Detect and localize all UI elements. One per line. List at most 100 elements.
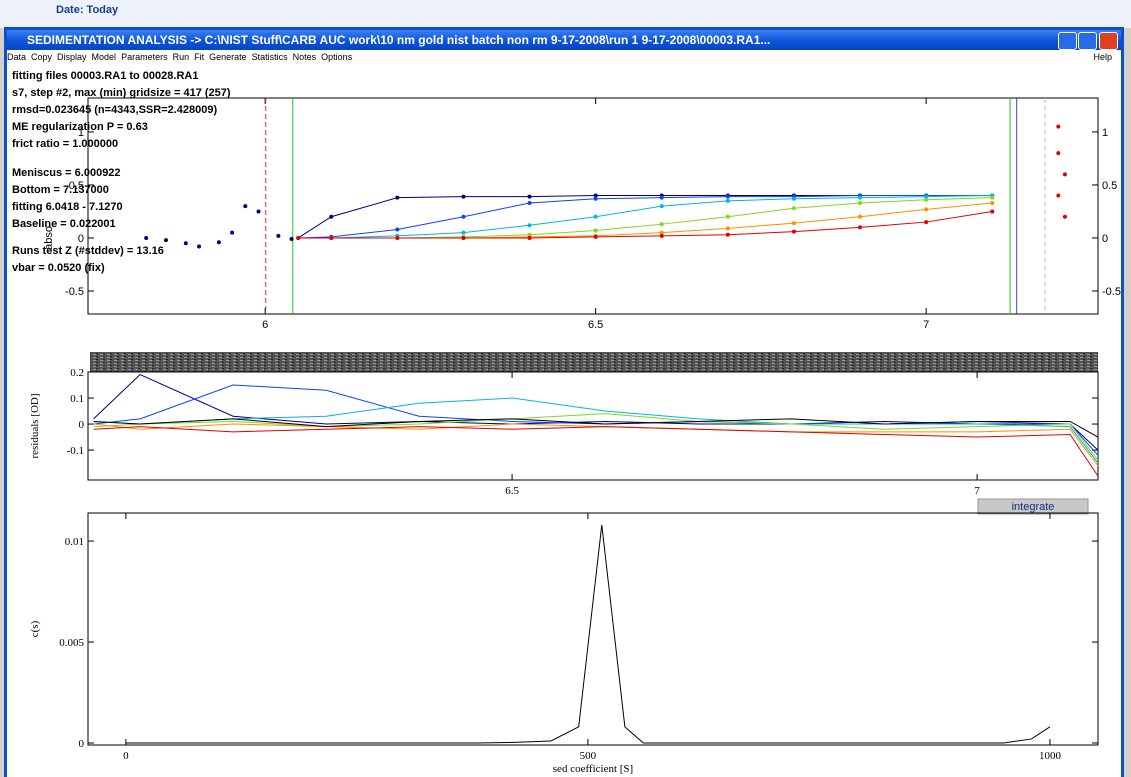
data-point (1056, 124, 1061, 129)
close-button[interactable] (1099, 32, 1118, 50)
menu-item[interactable]: Run (172, 52, 190, 62)
fit-annotation: frict ratio = 1.000000 (12, 138, 118, 150)
data-point (216, 240, 221, 245)
fit-annotation: s7, step #2, max (min) gridsize = 417 (2… (12, 87, 231, 99)
y-tick-label: 0.5 (1102, 180, 1117, 192)
integrate-label: integrate (1012, 501, 1055, 513)
data-point (144, 235, 149, 240)
minimize-button[interactable] (1058, 32, 1077, 50)
menu-item[interactable]: Notes (292, 52, 317, 62)
y-tick-label: 0.01 (65, 536, 84, 548)
app-window: SEDIMENTATION ANALYSIS -> C:\NIST Stuff\… (4, 27, 1124, 777)
data-line (93, 418, 1099, 438)
data-line (298, 195, 993, 239)
menu-item[interactable]: Options (321, 52, 353, 62)
data-point (243, 204, 248, 209)
title-bar: SEDIMENTATION ANALYSIS -> C:\NIST Stuff\… (7, 30, 1121, 50)
data-point (395, 227, 400, 232)
y-axis-label: abso (43, 226, 55, 250)
data-point (858, 195, 863, 200)
y-tick-label: -0.1 (67, 445, 84, 457)
data-point (289, 237, 294, 242)
plot-frame (87, 512, 1099, 746)
x-tick-label: 7 (923, 319, 929, 331)
fit-annotation: Runs test Z (#stddev) = 13.16 (12, 245, 164, 257)
y-tick-label: 0 (79, 419, 85, 431)
maximize-button[interactable] (1078, 32, 1097, 50)
data-point (858, 225, 863, 230)
integrate-button[interactable] (977, 498, 1089, 515)
data-point (527, 200, 532, 205)
data-point (858, 200, 863, 205)
fit-annotation: fitting 6.0418 - 7.1270 (12, 201, 123, 213)
menu-item[interactable]: Display (57, 52, 87, 62)
data-point (725, 194, 730, 199)
data-point (924, 207, 929, 212)
data-point (593, 228, 598, 233)
data-line (125, 524, 1051, 744)
data-point (659, 204, 664, 209)
data-point (990, 195, 995, 200)
x-axis-label: sed coefficient [S] (553, 763, 633, 775)
data-point (725, 226, 730, 231)
data-point (725, 232, 730, 237)
data-point (924, 220, 929, 225)
y-tick-label: 0 (78, 233, 84, 245)
x-tick-label: 6 (262, 319, 268, 331)
data-point (461, 214, 466, 219)
data-point (791, 206, 796, 211)
data-point (395, 235, 400, 240)
data-point (791, 196, 796, 201)
fit-annotation: ME regularization P = 0.63 (12, 121, 148, 133)
data-point (183, 241, 188, 246)
menu-item[interactable]: Fit (194, 52, 205, 62)
data-point (1062, 214, 1067, 219)
data-line (93, 413, 1099, 461)
x-tick-label: 7 (974, 485, 980, 497)
menu-bar: Data Copy Display Model Parameters Run Fit Gene… (7, 50, 1121, 65)
fit-annotation: Meniscus = 6.000922 (12, 167, 121, 179)
data-point (858, 214, 863, 219)
menu-item[interactable]: Copy (31, 52, 53, 62)
raw-data-strip (90, 352, 1098, 372)
menu-item[interactable]: Model (91, 52, 117, 62)
data-line (93, 426, 1099, 477)
data-point (1056, 193, 1061, 198)
menu-item[interactable]: Statistics (251, 52, 288, 62)
data-point (461, 194, 466, 199)
fit-annotation: Baseline = 0.022001 (12, 218, 116, 230)
data-point (527, 194, 532, 199)
data-point (1062, 172, 1067, 177)
data-point (990, 209, 995, 214)
y-tick-label: 1 (78, 127, 84, 139)
data-line (298, 210, 993, 239)
y-tick-label: 0 (79, 738, 85, 750)
data-point (1056, 151, 1061, 156)
x-tick-label: 1000 (1039, 750, 1062, 762)
data-point (197, 244, 202, 249)
y-tick-label: 1 (1102, 127, 1108, 139)
menu-item[interactable]: Parameters (121, 52, 168, 62)
data-point (230, 230, 235, 235)
data-point (659, 195, 664, 200)
menu-help[interactable]: Help (1093, 52, 1112, 62)
background-window: Date: Today (0, 0, 1131, 28)
menu-item[interactable]: Data (7, 52, 27, 62)
y-axis-label: c(s) (29, 620, 41, 637)
data-point (276, 233, 281, 238)
fit-annotation: vbar = 0.0520 (fix) (12, 262, 105, 274)
plot-frame (87, 371, 1099, 481)
data-line (298, 195, 993, 239)
plot-frame (87, 97, 1099, 315)
fit-annotation: fitting files 00003.RA1 to 00028.RA1 (12, 70, 198, 82)
fit-annotation: Bottom = 7.137000 (12, 184, 109, 196)
menu-item[interactable]: Generate (209, 52, 247, 62)
x-tick-label: 0 (123, 750, 129, 762)
data-point (461, 235, 466, 240)
x-tick-label: 500 (580, 750, 597, 762)
fit-annotation: rmsd=0.023645 (n=4343,SSR=2.428009) (12, 104, 218, 116)
data-point (296, 235, 301, 240)
data-point (659, 230, 664, 235)
data-point (256, 209, 261, 214)
data-point (659, 222, 664, 227)
